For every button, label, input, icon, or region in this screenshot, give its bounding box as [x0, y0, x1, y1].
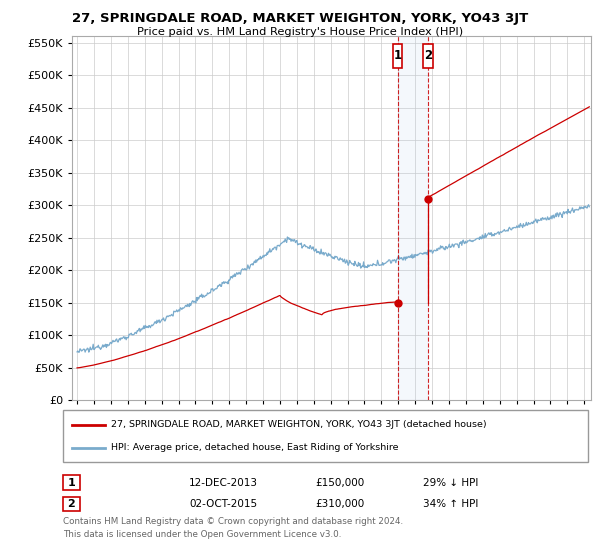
Text: Price paid vs. HM Land Registry's House Price Index (HPI): Price paid vs. HM Land Registry's House … [137, 27, 463, 37]
Bar [423, 44, 433, 68]
Text: 1: 1 [68, 478, 75, 488]
Text: 2: 2 [68, 499, 75, 509]
Text: 34% ↑ HPI: 34% ↑ HPI [423, 499, 478, 509]
Bar [393, 44, 402, 68]
Bar [398, 36, 428, 400]
Text: This data is licensed under the Open Government Licence v3.0.: This data is licensed under the Open Gov… [63, 530, 341, 539]
Text: 29% ↓ HPI: 29% ↓ HPI [423, 478, 478, 488]
Text: 12-DEC-2013: 12-DEC-2013 [189, 478, 258, 488]
Text: Contains HM Land Registry data © Crown copyright and database right 2024.: Contains HM Land Registry data © Crown c… [63, 517, 403, 526]
Text: 27, SPRINGDALE ROAD, MARKET WEIGHTON, YORK, YO43 3JT: 27, SPRINGDALE ROAD, MARKET WEIGHTON, YO… [72, 12, 528, 25]
Text: 02-OCT-2015: 02-OCT-2015 [189, 499, 257, 509]
Text: £150,000: £150,000 [315, 478, 364, 488]
Text: HPI: Average price, detached house, East Riding of Yorkshire: HPI: Average price, detached house, East… [111, 443, 398, 452]
Text: £310,000: £310,000 [315, 499, 364, 509]
Text: 27, SPRINGDALE ROAD, MARKET WEIGHTON, YORK, YO43 3JT (detached house): 27, SPRINGDALE ROAD, MARKET WEIGHTON, YO… [111, 421, 487, 430]
Text: 2: 2 [424, 49, 432, 62]
Text: 1: 1 [394, 49, 401, 62]
